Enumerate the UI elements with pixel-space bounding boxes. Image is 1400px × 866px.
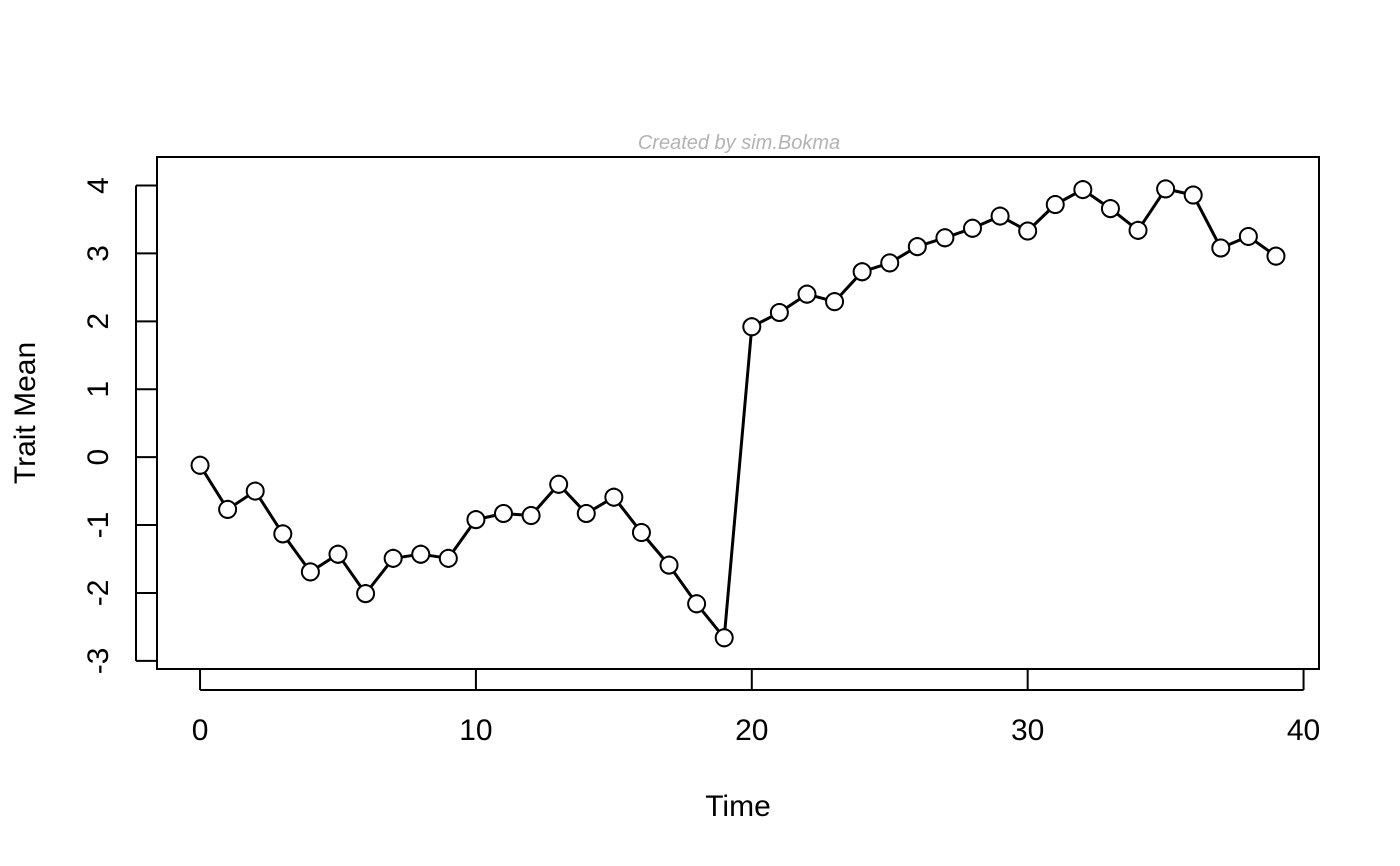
data-point (383, 548, 403, 568)
y-tick-label: 3 (82, 245, 115, 262)
y-tick-label: 4 (82, 177, 115, 194)
data-point (411, 544, 431, 564)
y-tick-label: -2 (82, 580, 115, 607)
data-point (962, 218, 982, 238)
x-tick-label: 0 (192, 714, 209, 747)
chart-watermark: Created by sim.Bokma (638, 132, 840, 154)
x-tick-label: 40 (1287, 714, 1320, 747)
x-tick-label: 20 (735, 714, 768, 747)
data-point (328, 544, 348, 564)
data-point (825, 292, 845, 312)
data-point (356, 584, 376, 604)
data-point (1045, 195, 1065, 215)
data-point (1073, 180, 1093, 200)
x-tick-label: 30 (1011, 714, 1044, 747)
data-point (880, 253, 900, 273)
data-point (1238, 226, 1258, 246)
data-point (935, 228, 955, 248)
x-axis: 0 10 20 30 40 (192, 670, 1320, 747)
data-point (631, 523, 651, 543)
data-point (521, 506, 541, 526)
series-layer (190, 179, 1286, 648)
x-axis-title: Time (705, 790, 771, 823)
data-point (1266, 246, 1286, 266)
x-tick-label: 10 (459, 714, 492, 747)
y-tick-label: -1 (82, 512, 115, 539)
data-point (438, 548, 458, 568)
data-point (990, 206, 1010, 226)
data-point (659, 555, 679, 575)
data-point (852, 262, 872, 282)
y-tick-label: 1 (82, 381, 115, 398)
data-point (1128, 220, 1148, 240)
data-point (245, 481, 265, 501)
y-axis: -3 -2 -1 0 1 2 3 4 (82, 177, 156, 674)
data-point (273, 524, 293, 544)
data-point (1100, 199, 1120, 219)
data-point (742, 317, 762, 337)
data-point (797, 284, 817, 304)
data-point (300, 562, 320, 582)
data-point (907, 237, 927, 257)
data-point (494, 503, 514, 523)
y-axis-title: Trait Mean (9, 342, 42, 484)
data-point (1183, 185, 1203, 205)
data-point (549, 474, 569, 494)
y-tick-label: -3 (82, 648, 115, 675)
data-point (1156, 179, 1176, 199)
data-point (190, 455, 210, 475)
data-point (769, 303, 789, 323)
data-point (687, 594, 707, 614)
data-point (1211, 238, 1231, 258)
data-point (576, 503, 596, 523)
y-tick-label: 0 (82, 449, 115, 466)
data-point (604, 487, 624, 507)
plot-frame (156, 156, 1320, 670)
data-point (218, 499, 238, 519)
data-point (1018, 221, 1038, 241)
series-line (198, 187, 1277, 640)
y-tick-label: 2 (82, 313, 115, 330)
data-point (714, 628, 734, 648)
data-point (466, 510, 486, 530)
